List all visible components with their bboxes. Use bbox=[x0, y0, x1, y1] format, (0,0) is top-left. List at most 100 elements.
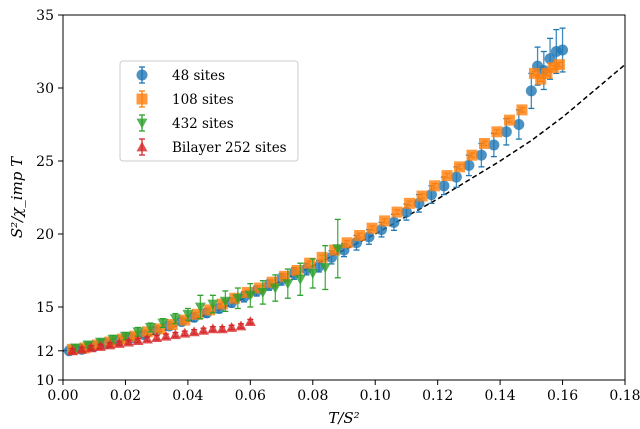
data-point bbox=[257, 288, 269, 298]
data-point bbox=[244, 316, 256, 326]
data-point bbox=[329, 244, 341, 256]
data-point bbox=[269, 283, 281, 294]
data-point bbox=[76, 343, 88, 354]
data-point bbox=[229, 292, 241, 304]
data-point bbox=[116, 333, 128, 345]
data-point bbox=[466, 149, 478, 161]
x-tick-label: 0.02 bbox=[110, 388, 141, 404]
data-point bbox=[191, 308, 203, 320]
data-point bbox=[85, 342, 97, 353]
data-point bbox=[198, 324, 209, 335]
data-point bbox=[513, 119, 525, 130]
data-layer bbox=[63, 27, 569, 357]
plot-frame bbox=[62, 14, 626, 381]
data-point bbox=[113, 338, 125, 348]
legend-label: Bilayer 252 sites bbox=[172, 140, 287, 156]
data-point bbox=[188, 326, 200, 337]
data-point bbox=[388, 216, 400, 228]
data-point bbox=[500, 126, 512, 138]
data-point bbox=[319, 263, 331, 274]
data-point bbox=[363, 231, 375, 243]
y-tick-label: 30 bbox=[36, 81, 54, 97]
data-point bbox=[528, 67, 540, 79]
data-point bbox=[244, 290, 256, 301]
data-point bbox=[154, 323, 166, 335]
x-tick-label: 0.00 bbox=[47, 388, 78, 404]
data-point bbox=[541, 67, 553, 79]
series-s432 bbox=[69, 218, 344, 354]
data-point bbox=[425, 189, 437, 201]
x-tick-label: 0.08 bbox=[297, 388, 328, 404]
data-point bbox=[207, 299, 219, 310]
data-point bbox=[104, 339, 116, 350]
data-point bbox=[291, 265, 303, 276]
data-point bbox=[404, 197, 416, 209]
data-point bbox=[503, 114, 515, 126]
data-point bbox=[123, 336, 135, 347]
data-point bbox=[79, 342, 91, 354]
data-point bbox=[557, 44, 569, 56]
y-tick-label: 10 bbox=[36, 373, 54, 389]
data-point bbox=[375, 224, 387, 236]
data-point bbox=[416, 190, 428, 202]
data-point bbox=[166, 319, 178, 331]
x-tick-label: 0.14 bbox=[485, 388, 516, 404]
data-point bbox=[179, 327, 191, 338]
data-point bbox=[441, 170, 453, 182]
x-tick-label: 0.04 bbox=[172, 388, 203, 404]
legend-box bbox=[119, 60, 299, 162]
data-point bbox=[151, 332, 163, 343]
data-point bbox=[204, 304, 216, 316]
ticks-layer: 0.00 0.02 0.04 0.06 0.08 0.10 0.12 0.14 0.16 0.18… bbox=[36, 8, 640, 404]
data-point bbox=[463, 159, 475, 171]
data-point bbox=[279, 270, 291, 282]
y-tick-label: 12 bbox=[36, 344, 54, 360]
legend-marker bbox=[136, 93, 148, 105]
data-point bbox=[169, 329, 181, 340]
data-point bbox=[535, 73, 547, 85]
data-point bbox=[169, 314, 181, 325]
x-tick-label: 0.10 bbox=[360, 388, 391, 404]
data-point bbox=[182, 309, 194, 320]
x-tick-label: 0.16 bbox=[547, 388, 578, 404]
legend-marker bbox=[136, 69, 148, 81]
data-point bbox=[82, 340, 94, 351]
data-point bbox=[525, 85, 537, 97]
y-tick-label: 25 bbox=[36, 154, 54, 170]
data-point bbox=[282, 279, 294, 290]
data-point bbox=[179, 314, 191, 326]
data-point bbox=[194, 302, 206, 313]
data-point bbox=[160, 330, 172, 341]
data-point bbox=[438, 180, 450, 192]
data-point bbox=[391, 206, 403, 218]
data-point bbox=[341, 237, 353, 249]
data-point bbox=[226, 321, 238, 332]
data-point bbox=[235, 320, 247, 331]
x-tick-label: 0.12 bbox=[422, 388, 453, 404]
data-point bbox=[354, 229, 366, 241]
data-point bbox=[488, 139, 500, 151]
data-point bbox=[219, 296, 231, 307]
data-point bbox=[479, 137, 490, 149]
legend-label: 108 sites bbox=[172, 92, 234, 108]
data-point bbox=[379, 215, 391, 227]
legend-label: 48 sites bbox=[172, 68, 225, 84]
legend-marker bbox=[136, 118, 148, 129]
data-point bbox=[332, 244, 344, 255]
data-point bbox=[294, 274, 306, 285]
data-point bbox=[547, 62, 559, 74]
y-tick-label: 20 bbox=[36, 227, 54, 243]
y-axis-label: S²/χ_imp T bbox=[8, 156, 26, 238]
data-point bbox=[307, 269, 319, 279]
data-point bbox=[132, 335, 144, 345]
data-point bbox=[129, 330, 141, 342]
data-point bbox=[141, 333, 153, 344]
data-point bbox=[316, 251, 328, 263]
data-point bbox=[544, 53, 556, 65]
data-point bbox=[216, 298, 228, 310]
data-point bbox=[66, 345, 78, 356]
series-bilayer bbox=[66, 316, 256, 356]
data-point bbox=[141, 326, 153, 338]
data-point bbox=[91, 339, 103, 351]
data-point bbox=[207, 323, 219, 334]
